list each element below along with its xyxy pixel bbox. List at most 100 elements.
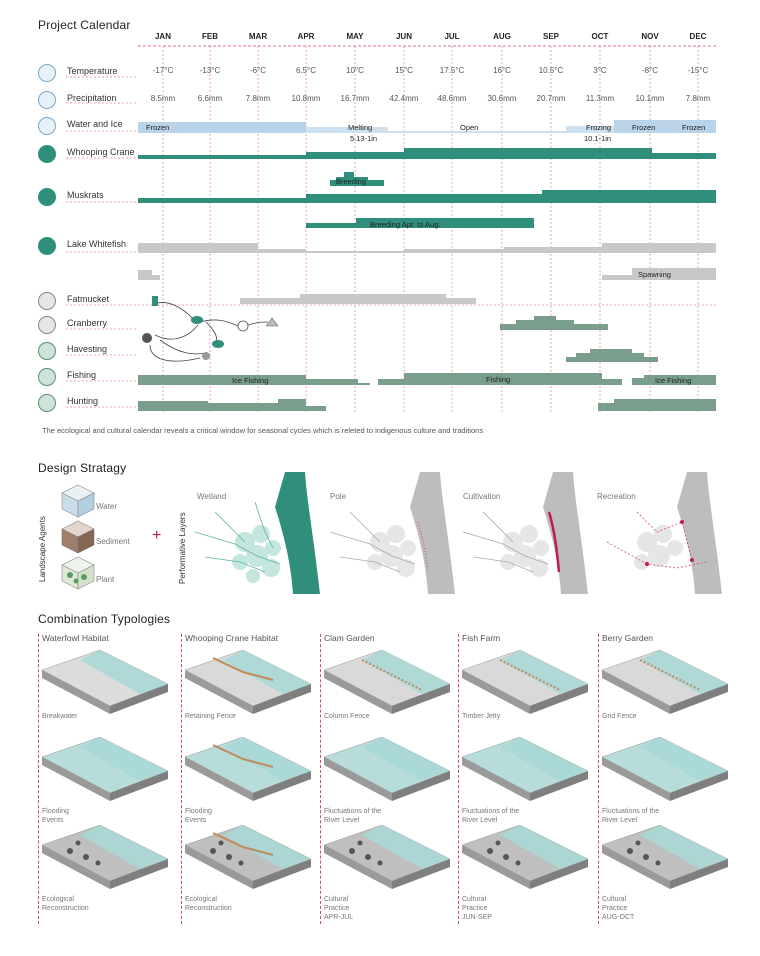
temperature-nov: -8°C: [641, 66, 659, 75]
temperature-jul: 17.5°C: [439, 66, 465, 75]
sediment-cube: [61, 520, 95, 554]
tag-melting-date: 5.13-1in: [350, 134, 378, 143]
typology-separator: [598, 634, 599, 924]
performative-layers-label: Performative Layers: [178, 512, 187, 584]
landscape-agents-label: Landscape Agents: [38, 516, 47, 582]
typology-label: Retaining Fence: [185, 713, 236, 720]
typology-block: [41, 825, 169, 889]
month-gridlines: [162, 46, 699, 414]
precipitation-oct: 11.3mm: [585, 94, 615, 103]
tag-open: Open: [460, 123, 479, 132]
typology-title: Berry Garden: [602, 633, 654, 643]
temperature-oct: 3°C: [593, 66, 607, 75]
layer-wetland-label: Wetland: [197, 492, 227, 501]
typology-label: Timber Jetty: [462, 713, 501, 720]
tag-spawning: Spawning: [638, 270, 671, 279]
whooping-crane-icon: [38, 145, 56, 163]
typology-label: Cultural Practice APR-JUL: [324, 896, 354, 921]
month-apr: APR: [297, 32, 315, 41]
tag-frozen-dec: Frozen: [682, 123, 706, 132]
cranberry-bars: [500, 316, 608, 330]
muskrats-icon: [38, 188, 56, 206]
temperature-sep: 10.5°C: [538, 66, 564, 75]
typology-block: [184, 825, 312, 889]
tag-fishing: Fishing: [486, 375, 511, 384]
month-jul: JUL: [444, 32, 460, 41]
map-wetland: [195, 472, 320, 594]
typology-block: [601, 825, 729, 889]
month-aug: AUG: [493, 32, 511, 41]
month-sep: SEP: [542, 32, 559, 41]
agent-cubes: [61, 484, 95, 590]
temperature-icon: [38, 64, 56, 82]
typology-block: [184, 650, 312, 714]
whooping-crane-label: Whooping Crane: [67, 147, 135, 157]
typology-block: [184, 737, 312, 801]
typology-block: [41, 737, 169, 801]
lake-whitefish-label: Lake Whitefish: [67, 239, 127, 249]
typology-label: Breakwater: [42, 713, 78, 720]
typology-block: [323, 650, 451, 714]
month-dec: DEC: [689, 32, 707, 41]
typology-label: Fluctuations of the River Level: [462, 808, 520, 824]
precipitation-may: 16.7mm: [340, 94, 370, 103]
typology-block: [41, 650, 169, 714]
typology-label: Ecological Reconstruction: [42, 896, 89, 912]
precipitation-dec: 7.8mm: [685, 94, 711, 103]
plus-sign: +: [152, 527, 162, 544]
calendar-chart: [66, 45, 716, 414]
water-ice-label: Water and Ice: [67, 119, 123, 129]
precipitation-jun: 42.4mm: [389, 94, 419, 103]
hunting-label: Hunting: [67, 396, 99, 406]
typology-block: [323, 737, 451, 801]
muskrats-label: Muskrats: [67, 190, 104, 200]
typology-label: Column Fence: [324, 713, 370, 720]
tag-ice-fishing-2: Ice Fishing: [655, 376, 692, 385]
precipitation-mar: 7.8mm: [245, 94, 271, 103]
typology-label: Ecological Reconstruction: [185, 896, 232, 912]
typology-separator: [38, 634, 39, 924]
precipitation-jul: 48.6mm: [437, 94, 467, 103]
precipitation-apr: 10.8mm: [291, 94, 321, 103]
water-ice-icon: [38, 117, 56, 135]
month-mar: MAR: [248, 32, 268, 41]
precipitation-nov: 10.1mm: [635, 94, 665, 103]
typologies-title: Combination Typologies: [38, 612, 171, 626]
precipitation-jan: 8.5mm: [150, 94, 176, 103]
tag-melting: Melting: [348, 123, 373, 132]
calendar-title: Project Calendar: [38, 18, 131, 32]
lake-whitefish-icon: [38, 237, 56, 255]
temperature-aug: 16°C: [493, 66, 511, 75]
temperature-mar: -6°C: [249, 66, 267, 75]
food-web-nodes: [142, 296, 279, 360]
temperature-apr: 6.5°C: [295, 66, 317, 75]
month-jun: JUN: [395, 32, 412, 41]
water-cube: [61, 484, 95, 518]
typology-separator: [320, 634, 321, 924]
temperature-dec: -15°C: [687, 66, 709, 75]
agent-sediment-label: Sediment: [96, 537, 130, 546]
fatmucket-icon: [38, 292, 56, 310]
typology-block: [461, 650, 589, 714]
typology-label: Fluctuations of the River Level: [602, 808, 660, 824]
layer-recreation-label: Recreation: [597, 492, 636, 501]
map-pole: [329, 472, 455, 594]
agent-water-label: Water: [96, 502, 118, 511]
typology-label: Grid Fence: [602, 713, 637, 720]
typology-block: [323, 825, 451, 889]
precipitation-aug: 30.6mm: [487, 94, 517, 103]
typology-title: Whooping Crane Habitat: [185, 633, 279, 643]
fishing-bars: [138, 373, 716, 385]
typology-block: [461, 737, 589, 801]
temperature-jan: -17°C: [152, 66, 174, 75]
map-cultivation: [462, 472, 588, 594]
crane-bars: [138, 148, 716, 186]
precipitation-feb: 6.6mm: [197, 94, 223, 103]
hunting-icon: [38, 394, 56, 412]
cranberry-label: Cranberry: [67, 318, 108, 328]
typology-block: [601, 737, 729, 801]
precipitation-label: Precipitation: [67, 93, 117, 103]
cranberry-icon: [38, 316, 56, 334]
tag-ice-fishing-1: Ice Fishing: [232, 376, 269, 385]
plant-cube: [61, 556, 95, 590]
